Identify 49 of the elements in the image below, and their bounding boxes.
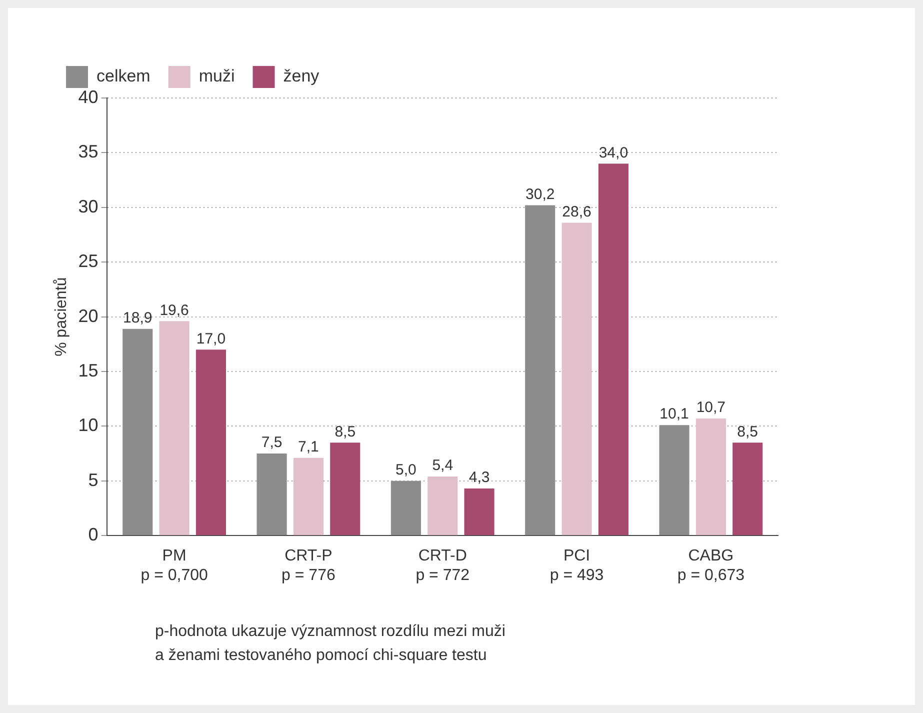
bar (598, 164, 628, 536)
y-tick-label: 40 (78, 86, 98, 107)
y-tick-label: 10 (78, 415, 98, 436)
data-label: 4,3 (468, 469, 490, 486)
bar (428, 476, 458, 536)
bar (293, 458, 324, 536)
data-label: 19,6 (160, 302, 189, 319)
bar (732, 442, 763, 536)
data-label: 7,1 (298, 438, 319, 456)
legend-label: ženy (283, 66, 320, 86)
x-tick-label: PM p = 0,700 (140, 548, 208, 584)
y-tick-label: 35 (78, 142, 98, 162)
legend-label: muži (198, 66, 235, 86)
data-label: 7,5 (261, 434, 282, 452)
x-tick-label: CRT-P p = 776 (282, 548, 336, 584)
data-label: 10,7 (696, 399, 726, 416)
y-tick-label: 5 (88, 470, 98, 490)
x-tick-label: CRT-D p = 772 (416, 548, 470, 584)
bar (696, 418, 726, 536)
data-label: 5,0 (396, 462, 416, 479)
data-label: 10,1 (660, 406, 689, 423)
y-axis-title: % pacientů (53, 277, 70, 356)
data-label: 8,5 (737, 423, 758, 440)
data-label: 28,6 (562, 203, 592, 220)
bar (159, 321, 190, 536)
data-label: 34,0 (598, 144, 628, 162)
data-label: 30,2 (525, 186, 555, 203)
bar (390, 480, 421, 536)
data-label: 18,9 (123, 309, 152, 326)
x-tick-label: PCI p = 493 (550, 548, 604, 584)
bar (196, 350, 226, 536)
y-tick-label: 20 (78, 306, 98, 326)
y-tick-label: 15 (78, 360, 98, 380)
x-tick-label: CABG p = 0,673 (677, 548, 745, 584)
bar (659, 425, 690, 536)
text: p-hodnota ukazuje významnost rozdílu mezi muži a ženami testovaného pomocí chi-square testu (155, 622, 506, 666)
data-label: 17,0 (196, 330, 226, 348)
y-tick-label: 25 (78, 251, 98, 272)
y-tick-label: 0 (88, 524, 98, 545)
legend-label: celkem (96, 66, 150, 86)
bar (525, 205, 556, 536)
bar (122, 328, 153, 536)
data-label: 8,5 (334, 423, 356, 440)
bar (562, 222, 592, 536)
bar (464, 488, 494, 536)
bar (330, 442, 360, 536)
data-label: 5,4 (432, 457, 454, 474)
y-tick-label: 30 (78, 196, 98, 216)
bar (256, 454, 287, 536)
